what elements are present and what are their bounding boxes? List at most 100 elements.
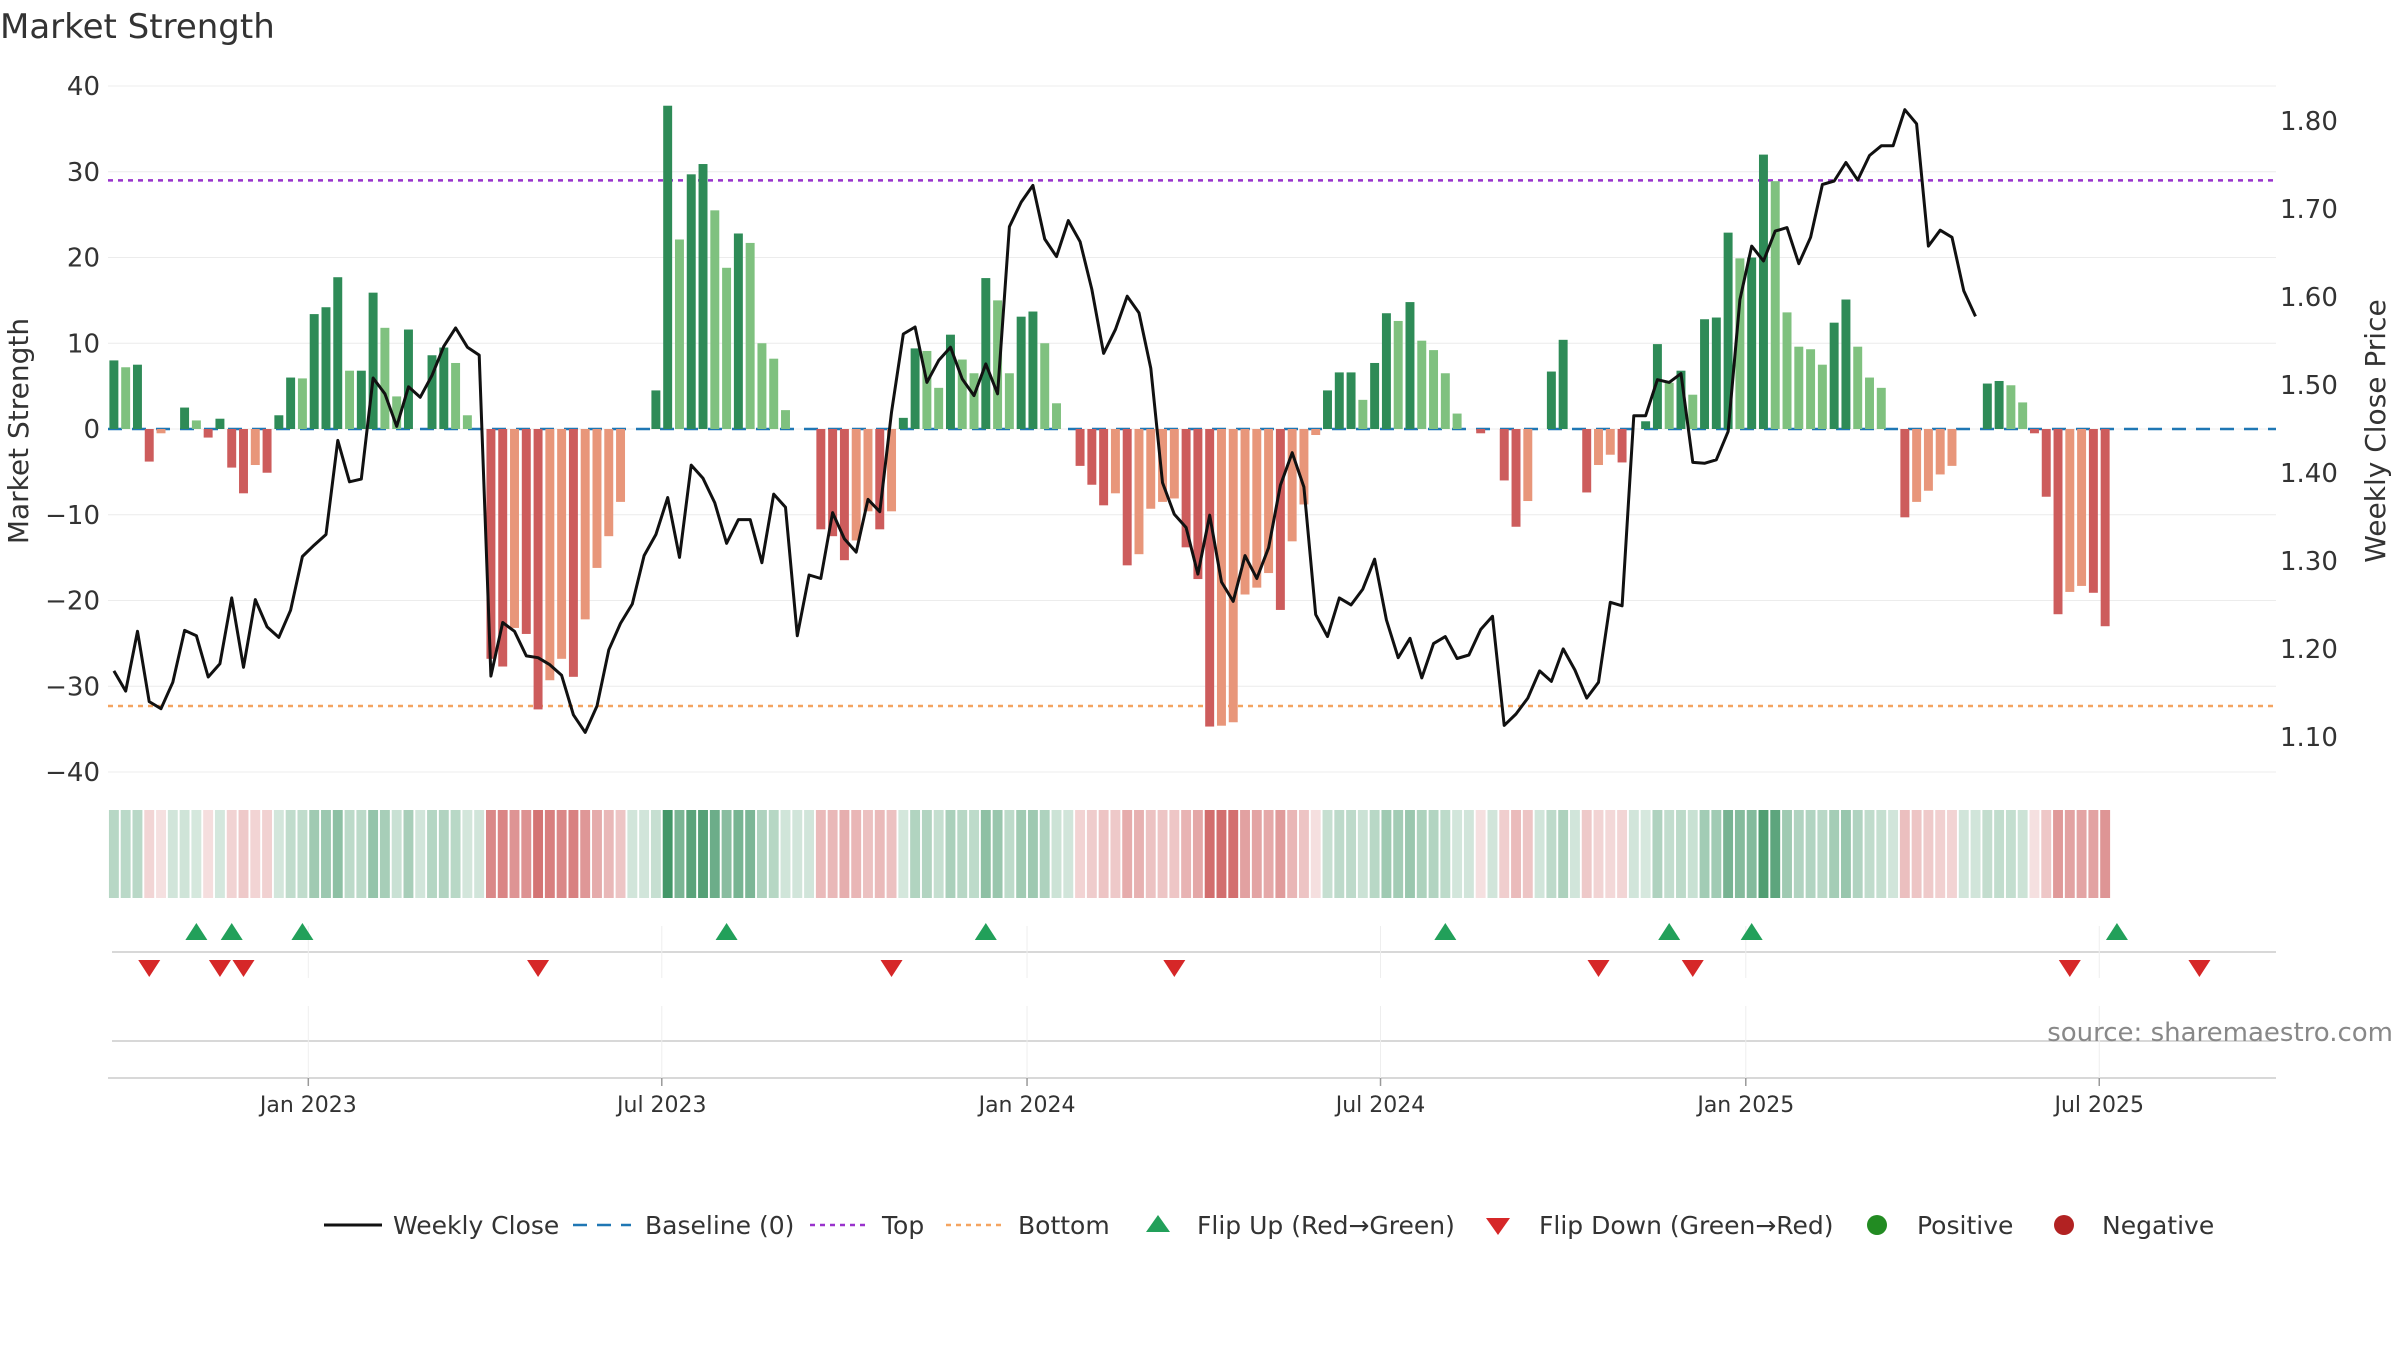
strength-bar [568,429,578,677]
heat-cell [1829,810,1840,898]
strength-bar [1405,302,1415,429]
strength-bar [1912,429,1922,502]
strength-bar [462,415,472,429]
strength-bar [1016,316,1026,429]
heat-cell [1310,810,1321,898]
heat-cell [132,810,143,898]
right-tick-label: 1.80 [2280,107,2338,137]
heat-cell [1098,810,1109,898]
heat-cell [1145,810,1156,898]
right-tick-label: 1.60 [2280,283,2338,313]
strength-bar [1841,299,1851,429]
heat-cell [368,810,379,898]
heat-cell [1511,810,1521,898]
strength-bar [144,429,154,462]
strength-bar [1323,390,1332,429]
heat-cell [1605,810,1616,898]
strength-bar [1287,429,1297,542]
strength-bar [1700,319,1710,429]
heat-cell [1181,810,1192,898]
strength-bar [1982,383,1992,429]
strength-bar [580,429,590,620]
heat-cell [874,810,885,898]
flip-down-marker [138,960,161,977]
heat-cell [462,810,473,898]
strength-bar [1181,429,1191,548]
x-tick-label: Jan 2024 [977,1093,1076,1118]
heat-cell [568,810,579,898]
strength-bar [898,417,908,429]
strength-bar [1275,429,1285,610]
heat-cell [1228,810,1239,898]
strength-bar [215,418,225,429]
left-tick-label: 10 [67,329,100,359]
heat-cell [1122,810,1133,898]
heat-cell [2064,810,2075,898]
strength-bar [451,362,461,429]
strength-bar [592,429,602,568]
strength-bar [1582,429,1592,493]
strength-bar [1688,394,1698,429]
heat-cell [1840,810,1851,898]
strength-bar [1652,344,1662,429]
heat-cell [1593,810,1604,898]
strength-bar [875,429,885,530]
strength-bar [1417,340,1427,429]
heat-cell [1746,810,1757,898]
heat-cell [1793,810,1804,898]
strength-bar [816,429,826,530]
weekly-close-line-group [112,108,1977,734]
strength-bar [1558,339,1568,429]
heat-cell [1958,810,1969,898]
heat-cell [1051,810,1062,898]
strength-bar [722,267,732,429]
strength-bar [1770,181,1780,429]
heat-cell [1711,810,1722,898]
strength-bar [2053,429,2063,615]
flip-up-marker [1434,923,1457,940]
heat-cell [1899,810,1910,898]
strength-bar [1169,429,1179,499]
heat-cell [1947,810,1957,898]
heat-cell [1676,810,1686,898]
strength-heat-strip [108,810,2111,898]
heat-cell [1322,810,1333,898]
heat-cell [580,810,591,898]
heat-cell [1734,810,1745,898]
strength-bar [1865,377,1874,429]
strength-bar [674,239,684,429]
heat-cell [1499,810,1510,898]
left-tick-label: 0 [83,415,100,445]
heat-cell [427,810,437,898]
left-tick-label: 40 [67,72,100,102]
heat-cell [1546,810,1557,898]
strength-bar [1205,429,1215,727]
strength-bar [1794,346,1804,429]
heat-cell [1864,810,1875,898]
flip-down-marker [1587,960,1610,977]
strength-bar [498,429,508,667]
strength-bar [380,327,390,429]
left-tick-label: 30 [67,158,100,188]
strength-bar [1158,429,1168,502]
strength-bar [297,378,307,429]
strength-bar [1134,429,1144,555]
heat-cell [273,810,284,898]
strength-bars [109,105,2110,727]
heat-cell [108,810,119,898]
strength-bar [1747,257,1757,429]
heat-cell [544,810,555,898]
heat-cell [639,810,650,898]
strength-bar [2065,429,2075,592]
heat-cell [721,810,732,898]
heat-cell [120,810,131,898]
heat-cell [379,810,390,898]
heat-cell [1086,810,1097,898]
heat-cell [309,810,320,898]
heat-cell [1240,810,1250,898]
heat-cell [804,810,815,898]
flip-down-marker [1681,960,1704,977]
flip-up-marker [974,923,997,940]
x-tick-label: Jul 2023 [615,1093,707,1118]
heat-cell [2088,810,2099,898]
